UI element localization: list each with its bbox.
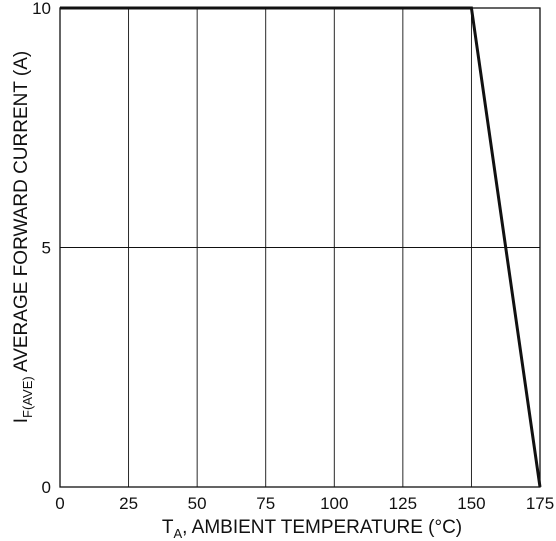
y-tick-label: 0	[42, 478, 51, 497]
x-tick-label: 25	[119, 494, 138, 513]
y-axis-label-rest: AVERAGE FORWARD CURRENT (A)	[11, 51, 32, 377]
y-axis-label: IF(AVE) AVERAGE FORWARD CURRENT (A)	[11, 51, 35, 423]
x-tick-label: 0	[55, 494, 64, 513]
x-axis-label-subscript: A	[173, 526, 182, 541]
y-axis-label-subscript: F(AVE)	[20, 376, 35, 418]
x-axis-label-main: T	[162, 517, 174, 538]
x-tick-labels: 0 25 50 75 100 125 150 175	[55, 494, 554, 513]
x-tick-label: 50	[188, 494, 207, 513]
x-tick-label: 175	[526, 494, 554, 513]
y-tick-label: 5	[42, 239, 51, 258]
x-tick-label: 150	[457, 494, 485, 513]
series-layer	[60, 6, 542, 488]
y-axis-label-main: I	[11, 418, 32, 423]
x-tick-label: 75	[256, 494, 275, 513]
x-axis-label: TA, AMBIENT TEMPERATURE (°C)	[162, 517, 462, 541]
x-axis-label-rest: , AMBIENT TEMPERATURE (°C)	[182, 517, 462, 538]
x-tick-label: 125	[389, 494, 417, 513]
series-line	[60, 6, 542, 488]
x-tick-label: 100	[320, 494, 348, 513]
y-tick-labels: 0 5 10	[32, 0, 51, 497]
grid-lines	[60, 8, 540, 487]
y-tick-label: 10	[32, 0, 51, 18]
